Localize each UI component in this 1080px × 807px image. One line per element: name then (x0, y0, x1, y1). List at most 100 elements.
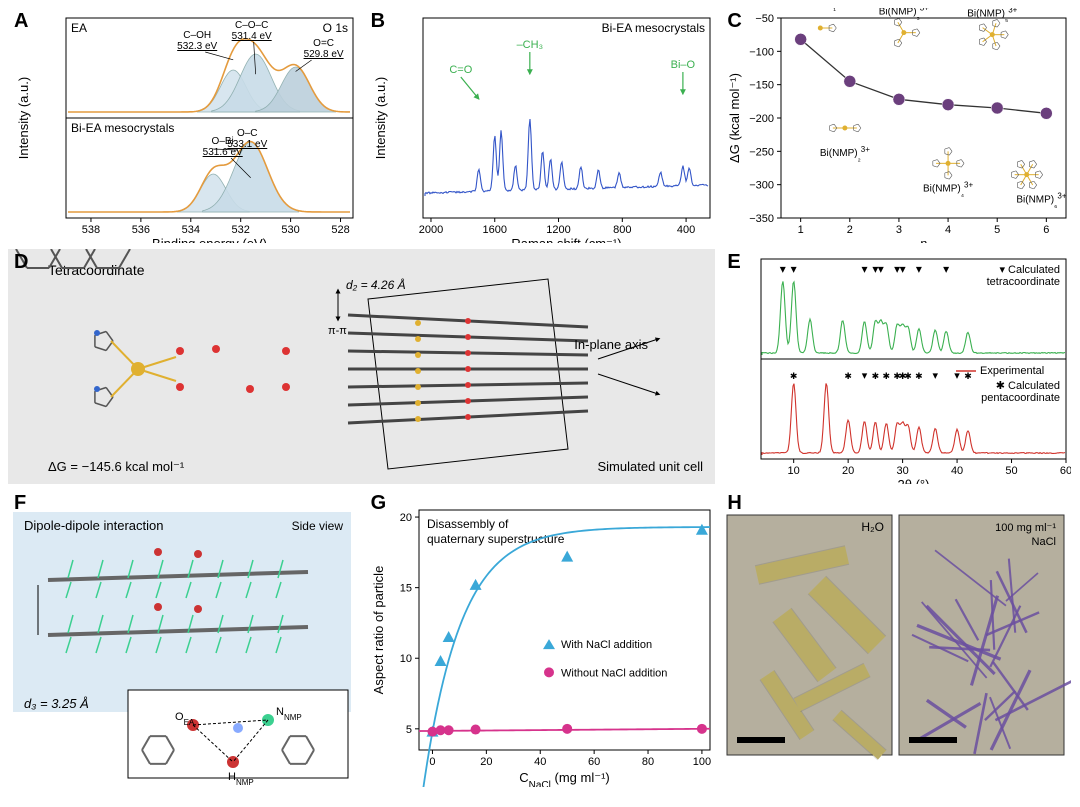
svg-text:800: 800 (613, 224, 631, 236)
svg-text:CNaCl (mg ml⁻¹): CNaCl (mg ml⁻¹) (519, 770, 609, 787)
svg-text:Disassembly of: Disassembly of (427, 517, 509, 531)
svg-text:−350: −350 (750, 213, 775, 225)
svg-text:Bi–O: Bi–O (670, 59, 695, 71)
svg-text:Experimental: Experimental (980, 365, 1044, 377)
svg-text:✱ Calculated: ✱ Calculated (996, 380, 1060, 392)
svg-text:n: n (920, 236, 927, 243)
svg-text:100 mg ml⁻¹: 100 mg ml⁻¹ (996, 522, 1057, 534)
svg-text:15: 15 (399, 583, 411, 595)
svg-text:1200: 1200 (546, 224, 570, 236)
svg-text:pentacoordinate: pentacoordinate (981, 392, 1060, 404)
svg-text:C=O: C=O (449, 64, 472, 76)
svg-text:Bi-EA mesocrystals: Bi-EA mesocrystals (71, 121, 174, 135)
svg-text:✱: ✱ (790, 371, 798, 381)
svg-text:With NaCl addition: With NaCl addition (561, 639, 652, 651)
svg-text:Tetracoordinate: Tetracoordinate (48, 262, 145, 278)
panel-g-label: G (371, 492, 387, 515)
panel-a-label: A (14, 10, 28, 33)
svg-text:10: 10 (788, 465, 800, 477)
panel-g: G 0204060801005101520CNaCl (mg ml⁻¹)Aspe… (365, 490, 716, 787)
svg-text:▾ Calculated: ▾ Calculated (1000, 264, 1061, 276)
svg-text:Intensity (a.u.): Intensity (a.u.) (16, 77, 31, 159)
svg-text:▾: ▾ (862, 370, 868, 382)
svg-text:Bi(NMP)₄3+: Bi(NMP)₄3+ (923, 180, 973, 198)
svg-text:Bi(NMP)₂3+: Bi(NMP)₂3+ (820, 145, 870, 163)
svg-text:d₃ = 3.25 Å: d₃ = 3.25 Å (24, 696, 89, 711)
svg-text:Dipole-dipole interaction: Dipole-dipole interaction (24, 518, 163, 533)
multipanel-figure: A 538536534532530528Binding energy (eV)I… (8, 8, 1072, 787)
svg-text:–CH₃: –CH₃ (516, 39, 543, 51)
svg-text:1600: 1600 (482, 224, 506, 236)
panel-e-label: E (727, 251, 740, 274)
svg-text:534: 534 (182, 224, 200, 236)
svg-text:533.1 eV: 533.1 eV (227, 139, 267, 150)
svg-text:▾: ▾ (955, 370, 961, 382)
svg-text:0: 0 (429, 756, 435, 768)
svg-text:Raman shift (cm⁻¹): Raman shift (cm⁻¹) (511, 236, 621, 243)
panel-h-label: H (727, 492, 741, 515)
svg-text:▾: ▾ (933, 370, 939, 382)
svg-text:−300: −300 (750, 180, 775, 192)
svg-text:20: 20 (842, 465, 854, 477)
svg-text:In-plane axis: In-plane axis (574, 337, 648, 352)
svg-text:−150: −150 (750, 80, 775, 92)
svg-text:Intensity (a.u.): Intensity (a.u.) (373, 77, 388, 159)
svg-text:4: 4 (945, 224, 951, 236)
svg-text:20: 20 (480, 756, 492, 768)
panel-e-chart: 1020304050602θ (°)▾▾▾▾▾▾▾▾▾✱✱✱✱✱✱✱✱✱▾▾▾▾… (721, 249, 1071, 484)
svg-text:2000: 2000 (418, 224, 442, 236)
svg-text:40: 40 (534, 756, 546, 768)
panel-a: A 538536534532530528Binding energy (eV)I… (8, 8, 359, 243)
svg-text:3: 3 (896, 224, 902, 236)
svg-text:532.3 eV: 532.3 eV (177, 41, 217, 52)
svg-text:Bi(NMP)₆3+: Bi(NMP)₆3+ (1017, 191, 1067, 209)
svg-text:C–O–C: C–O–C (235, 20, 268, 31)
svg-text:π-π: π-π (328, 325, 347, 337)
panel-e: E 1020304050602θ (°)▾▾▾▾▾▾▾▾▾✱✱✱✱✱✱✱✱✱▾▾… (721, 249, 1072, 484)
svg-text:528: 528 (331, 224, 349, 236)
svg-text:530: 530 (281, 224, 299, 236)
svg-text:✱: ✱ (883, 371, 891, 381)
panel-a-chart: 538536534532530528Binding energy (eV)Int… (8, 8, 358, 243)
panel-g-chart: 0204060801005101520CNaCl (mg ml⁻¹)Aspect… (365, 490, 715, 787)
svg-text:6: 6 (1044, 224, 1050, 236)
svg-text:532: 532 (232, 224, 250, 236)
svg-text:60: 60 (588, 756, 600, 768)
svg-text:O 1s: O 1s (323, 21, 348, 35)
panel-b: B 200016001200800400Raman shift (cm⁻¹)In… (365, 8, 716, 243)
svg-text:1: 1 (798, 224, 804, 236)
svg-text:−100: −100 (750, 46, 775, 58)
svg-text:ΔG = −145.6 kcal mol⁻¹: ΔG = −145.6 kcal mol⁻¹ (48, 459, 185, 474)
svg-text:EA: EA (71, 21, 87, 35)
svg-text:536: 536 (132, 224, 150, 236)
panel-f-diagram: Dipole-dipole interaction Side view d₃ = 3… (8, 490, 358, 787)
panel-c-label: C (727, 10, 741, 33)
svg-text:50: 50 (1006, 465, 1018, 477)
svg-text:2θ (°): 2θ (°) (898, 477, 930, 484)
panel-f: F Dipole-dipole interactionSide viewd₃ =… (8, 490, 359, 787)
svg-text:Bi(NMP)₃3+: Bi(NMP)₃3+ (879, 8, 929, 21)
svg-text:5: 5 (994, 224, 1000, 236)
svg-text:60: 60 (1060, 465, 1071, 477)
svg-text:10: 10 (399, 653, 411, 665)
svg-text:▾: ▾ (943, 262, 949, 276)
svg-text:✱: ✱ (872, 371, 880, 381)
svg-text:531.4 eV: 531.4 eV (232, 31, 272, 42)
svg-text:−250: −250 (750, 146, 775, 158)
svg-text:Aspect ratio of particle: Aspect ratio of particle (371, 566, 386, 695)
svg-text:▾: ▾ (780, 262, 786, 276)
svg-text:ΔG (kcal mol⁻¹): ΔG (kcal mol⁻¹) (727, 73, 742, 163)
svg-text:Side view: Side view (292, 519, 344, 533)
panel-d: D TetracoordinateΔG = −145.6 kcal mol⁻¹d… (8, 249, 715, 484)
panel-c-chart: 123456−50−100−150−200−250−300−350nΔG (kc… (721, 8, 1071, 243)
svg-text:d₂ = 4.26 Å: d₂ = 4.26 Å (346, 277, 406, 292)
svg-text:529.8 eV: 529.8 eV (304, 49, 344, 60)
svg-text:NaCl: NaCl (1032, 536, 1056, 548)
panel-c: C 123456−50−100−150−200−250−300−350nΔG (… (721, 8, 1072, 243)
panel-d-diagram: Tetracoordinate ΔG = −145.6 kcal mol⁻¹ d₂ … (8, 249, 714, 484)
svg-text:▾: ▾ (878, 262, 884, 276)
svg-text:H₂O: H₂O (862, 520, 885, 534)
svg-text:Bi(NMP)₅3+: Bi(NMP)₅3+ (968, 8, 1018, 23)
svg-text:✱: ✱ (965, 371, 973, 381)
svg-text:✱: ✱ (905, 371, 913, 381)
